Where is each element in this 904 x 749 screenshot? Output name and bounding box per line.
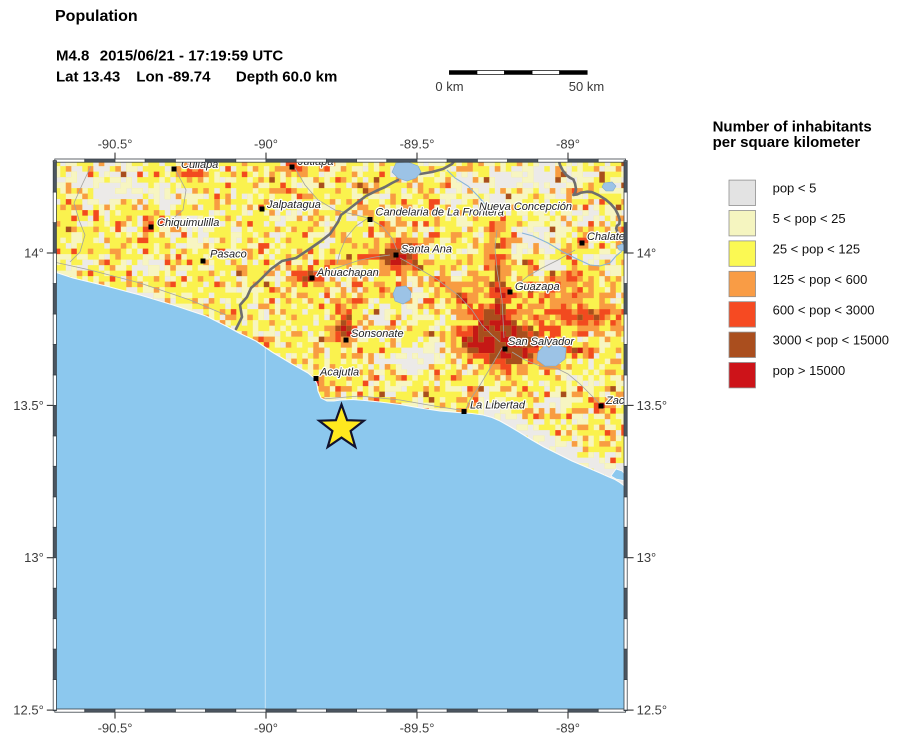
svg-text:Number of inhabitants: Number of inhabitants [713, 119, 872, 136]
svg-text:-89.5°: -89.5° [400, 720, 435, 735]
svg-text:Candelaria de La Frontera: Candelaria de La Frontera [376, 207, 504, 219]
svg-text:12.5°: 12.5° [637, 703, 668, 718]
svg-text:-89.5°: -89.5° [400, 137, 435, 152]
svg-text:13.5°: 13.5° [13, 398, 44, 413]
svg-text:Cuilapa: Cuilapa [181, 159, 218, 171]
svg-text:12.5°: 12.5° [13, 703, 44, 718]
svg-text:125 < pop < 600: 125 < pop < 600 [773, 272, 868, 287]
svg-text:Nueva Concepción: Nueva Concepción [479, 201, 572, 213]
svg-text:Pasaco: Pasaco [210, 249, 247, 261]
svg-text:25 < pop < 125: 25 < pop < 125 [773, 242, 860, 257]
svg-text:Santa Ana: Santa Ana [401, 244, 452, 256]
svg-text:-89°: -89° [556, 137, 580, 152]
svg-text:-90°: -90° [254, 720, 278, 735]
svg-text:13°: 13° [24, 550, 44, 565]
svg-text:Ahuachapan: Ahuachapan [316, 267, 379, 279]
svg-text:Chiquimulilla: Chiquimulilla [157, 217, 219, 229]
svg-text:Jalpatagua: Jalpatagua [266, 199, 321, 211]
svg-text:-90.5°: -90.5° [98, 137, 133, 152]
svg-text:Population: Population [55, 8, 138, 25]
svg-text:14°: 14° [24, 246, 44, 261]
svg-text:Chalatenango: Chalatenango [587, 231, 656, 243]
svg-text:per square kilometer: per square kilometer [713, 134, 861, 151]
svg-text:Jutiapa: Jutiapa [297, 156, 333, 168]
svg-text:5 < pop < 25: 5 < pop < 25 [773, 211, 846, 226]
svg-text:La Libertad: La Libertad [470, 400, 526, 412]
svg-text:13.5°: 13.5° [637, 398, 668, 413]
svg-text:-89°: -89° [556, 720, 580, 735]
svg-text:13°: 13° [637, 550, 657, 565]
svg-text:Acajutla: Acajutla [319, 367, 359, 379]
svg-text:600 < pop < 3000: 600 < pop < 3000 [773, 302, 875, 317]
svg-text:San Salvador: San Salvador [508, 336, 575, 348]
svg-text:-90°: -90° [254, 137, 278, 152]
svg-text:50 km: 50 km [569, 79, 604, 94]
svg-text:0 km: 0 km [435, 79, 463, 94]
svg-text:-90.5°: -90.5° [98, 720, 133, 735]
svg-text:Sonsonate: Sonsonate [351, 328, 404, 340]
svg-text:14°: 14° [637, 246, 657, 261]
svg-text:pop < 5: pop < 5 [773, 181, 817, 196]
svg-text:Guazapa: Guazapa [515, 281, 560, 293]
svg-text:pop > 15000: pop > 15000 [773, 363, 846, 378]
svg-text:Zacatecoluca: Zacatecoluca [605, 395, 671, 407]
svg-text:3000 < pop < 15000: 3000 < pop < 15000 [773, 333, 889, 348]
